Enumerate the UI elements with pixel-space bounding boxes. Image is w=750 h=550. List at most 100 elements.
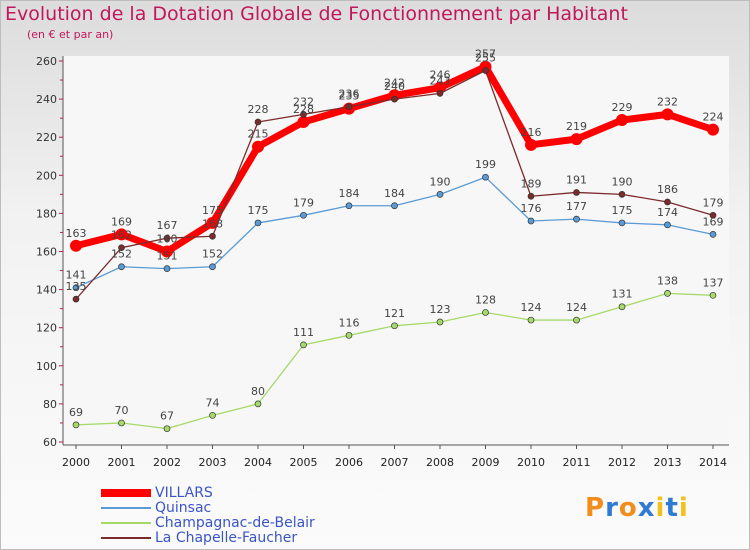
x-tick-label: 2002: [153, 456, 181, 469]
legend-label-quinsac: Quinsac: [155, 500, 212, 516]
data-point-quinsac: [391, 202, 398, 210]
data-label-villars: 224: [703, 111, 724, 124]
data-label-la-chapelle-faucher: 243: [430, 74, 451, 87]
data-label-la-chapelle-faucher: 189: [521, 177, 542, 190]
logo-letter: i: [678, 493, 689, 523]
data-label-villars: 163: [66, 227, 87, 240]
data-point-quinsac: [345, 202, 353, 210]
data-label-la-chapelle-faucher: 162: [111, 229, 132, 242]
data-point-champagnac-de-belair: [709, 291, 717, 299]
data-point-la-chapelle-faucher: [163, 234, 171, 242]
data-label-champagnac-de-belair: 131: [612, 288, 633, 301]
data-label-quinsac: 177: [566, 200, 587, 213]
data-point-la-chapelle-faucher: [664, 198, 671, 206]
data-label-villars: 175: [202, 204, 223, 217]
y-tick-label: 140: [36, 284, 57, 297]
data-point-villars: [616, 114, 628, 127]
legend-swatch-quinsac: [101, 507, 151, 509]
x-tick-label: 2010: [517, 456, 545, 469]
data-point-champagnac-de-belair: [163, 425, 171, 433]
data-label-champagnac-de-belair: 124: [521, 301, 542, 314]
data-point-la-chapelle-faucher: [527, 192, 535, 200]
y-tick-label: 260: [36, 55, 57, 68]
data-label-quinsac: 152: [202, 248, 223, 261]
legend-label-champagnac-de-belair: Champagnac-de-Belair: [155, 515, 315, 531]
data-label-villars: 216: [521, 126, 542, 139]
data-label-villars: 219: [566, 120, 587, 133]
data-point-villars: [70, 239, 82, 252]
data-point-quinsac: [209, 263, 216, 271]
data-point-la-chapelle-faucher: [709, 211, 717, 219]
legend-label-la-chapelle-faucher: La Chapelle-Faucher: [155, 530, 298, 546]
data-point-champagnac-de-belair: [664, 290, 671, 297]
data-point-quinsac: [254, 219, 262, 227]
data-point-champagnac-de-belair: [618, 303, 626, 311]
data-point-la-chapelle-faucher: [254, 118, 262, 126]
data-point-la-chapelle-faucher: [300, 110, 307, 118]
data-label-champagnac-de-belair: 137: [703, 276, 724, 289]
y-tick-label: 200: [36, 169, 57, 182]
data-label-villars: 229: [612, 101, 633, 114]
data-point-champagnac-de-belair: [72, 421, 80, 429]
data-label-la-chapelle-faucher: 190: [612, 175, 633, 188]
data-label-champagnac-de-belair: 121: [384, 307, 405, 320]
data-label-la-chapelle-faucher: 228: [248, 103, 269, 116]
data-point-villars: [707, 123, 719, 136]
data-point-la-chapelle-faucher: [618, 191, 626, 198]
data-label-villars: 235: [339, 90, 360, 103]
data-point-champagnac-de-belair: [300, 341, 307, 349]
data-label-quinsac: 190: [430, 175, 451, 188]
logo-letter: r: [605, 493, 619, 523]
data-label-villars: 169: [111, 215, 132, 228]
data-label-villars: 228: [293, 103, 314, 116]
data-point-villars: [570, 133, 583, 146]
data-point-quinsac: [436, 191, 444, 198]
data-label-quinsac: 141: [66, 269, 87, 282]
data-point-la-chapelle-faucher: [118, 244, 125, 252]
data-label-quinsac: 169: [703, 215, 724, 228]
x-tick-label: 2006: [335, 456, 363, 469]
data-label-champagnac-de-belair: 123: [430, 303, 451, 316]
data-point-la-chapelle-faucher: [72, 295, 80, 303]
y-tick-label: 220: [36, 131, 57, 144]
data-point-champagnac-de-belair: [118, 419, 125, 427]
logo-letter: i: [655, 493, 666, 523]
data-point-quinsac: [527, 217, 535, 225]
logo-letter: t: [665, 493, 679, 523]
data-label-champagnac-de-belair: 80: [251, 385, 265, 398]
data-label-champagnac-de-belair: 67: [160, 410, 174, 423]
data-label-la-chapelle-faucher: 255: [475, 52, 496, 65]
data-label-la-chapelle-faucher: 186: [657, 183, 678, 196]
data-point-villars: [525, 138, 537, 151]
data-label-villars: 242: [384, 76, 405, 89]
x-tick-label: 2014: [699, 456, 727, 469]
data-label-villars: 257: [475, 48, 496, 61]
data-point-la-chapelle-faucher: [345, 103, 353, 111]
data-label-champagnac-de-belair: 124: [566, 301, 587, 314]
x-tick-label: 2009: [472, 456, 500, 469]
data-point-quinsac: [618, 219, 626, 227]
data-label-villars: 232: [657, 95, 678, 108]
data-label-quinsac: 175: [248, 204, 269, 217]
data-point-champagnac-de-belair: [345, 331, 353, 339]
data-point-la-chapelle-faucher: [209, 232, 216, 240]
proxiti-logo: Proxiti: [585, 493, 689, 523]
data-point-quinsac: [709, 231, 717, 238]
data-point-villars: [297, 115, 310, 128]
logo-letter: o: [618, 493, 638, 523]
data-label-la-chapelle-faucher: 168: [202, 217, 223, 230]
data-label-la-chapelle-faucher: 232: [293, 95, 314, 108]
x-tick-label: 2004: [244, 456, 272, 469]
y-tick-label: 100: [36, 360, 57, 373]
data-point-villars: [115, 228, 128, 241]
data-label-la-chapelle-faucher: 236: [339, 88, 360, 101]
data-point-la-chapelle-faucher: [391, 95, 398, 103]
data-label-champagnac-de-belair: 128: [475, 293, 496, 306]
data-point-villars: [252, 140, 264, 153]
chart-subtitle: (en € et par an): [27, 28, 114, 41]
data-point-champagnac-de-belair: [573, 316, 580, 324]
data-point-quinsac: [163, 265, 171, 272]
data-point-champagnac-de-belair: [391, 322, 398, 330]
